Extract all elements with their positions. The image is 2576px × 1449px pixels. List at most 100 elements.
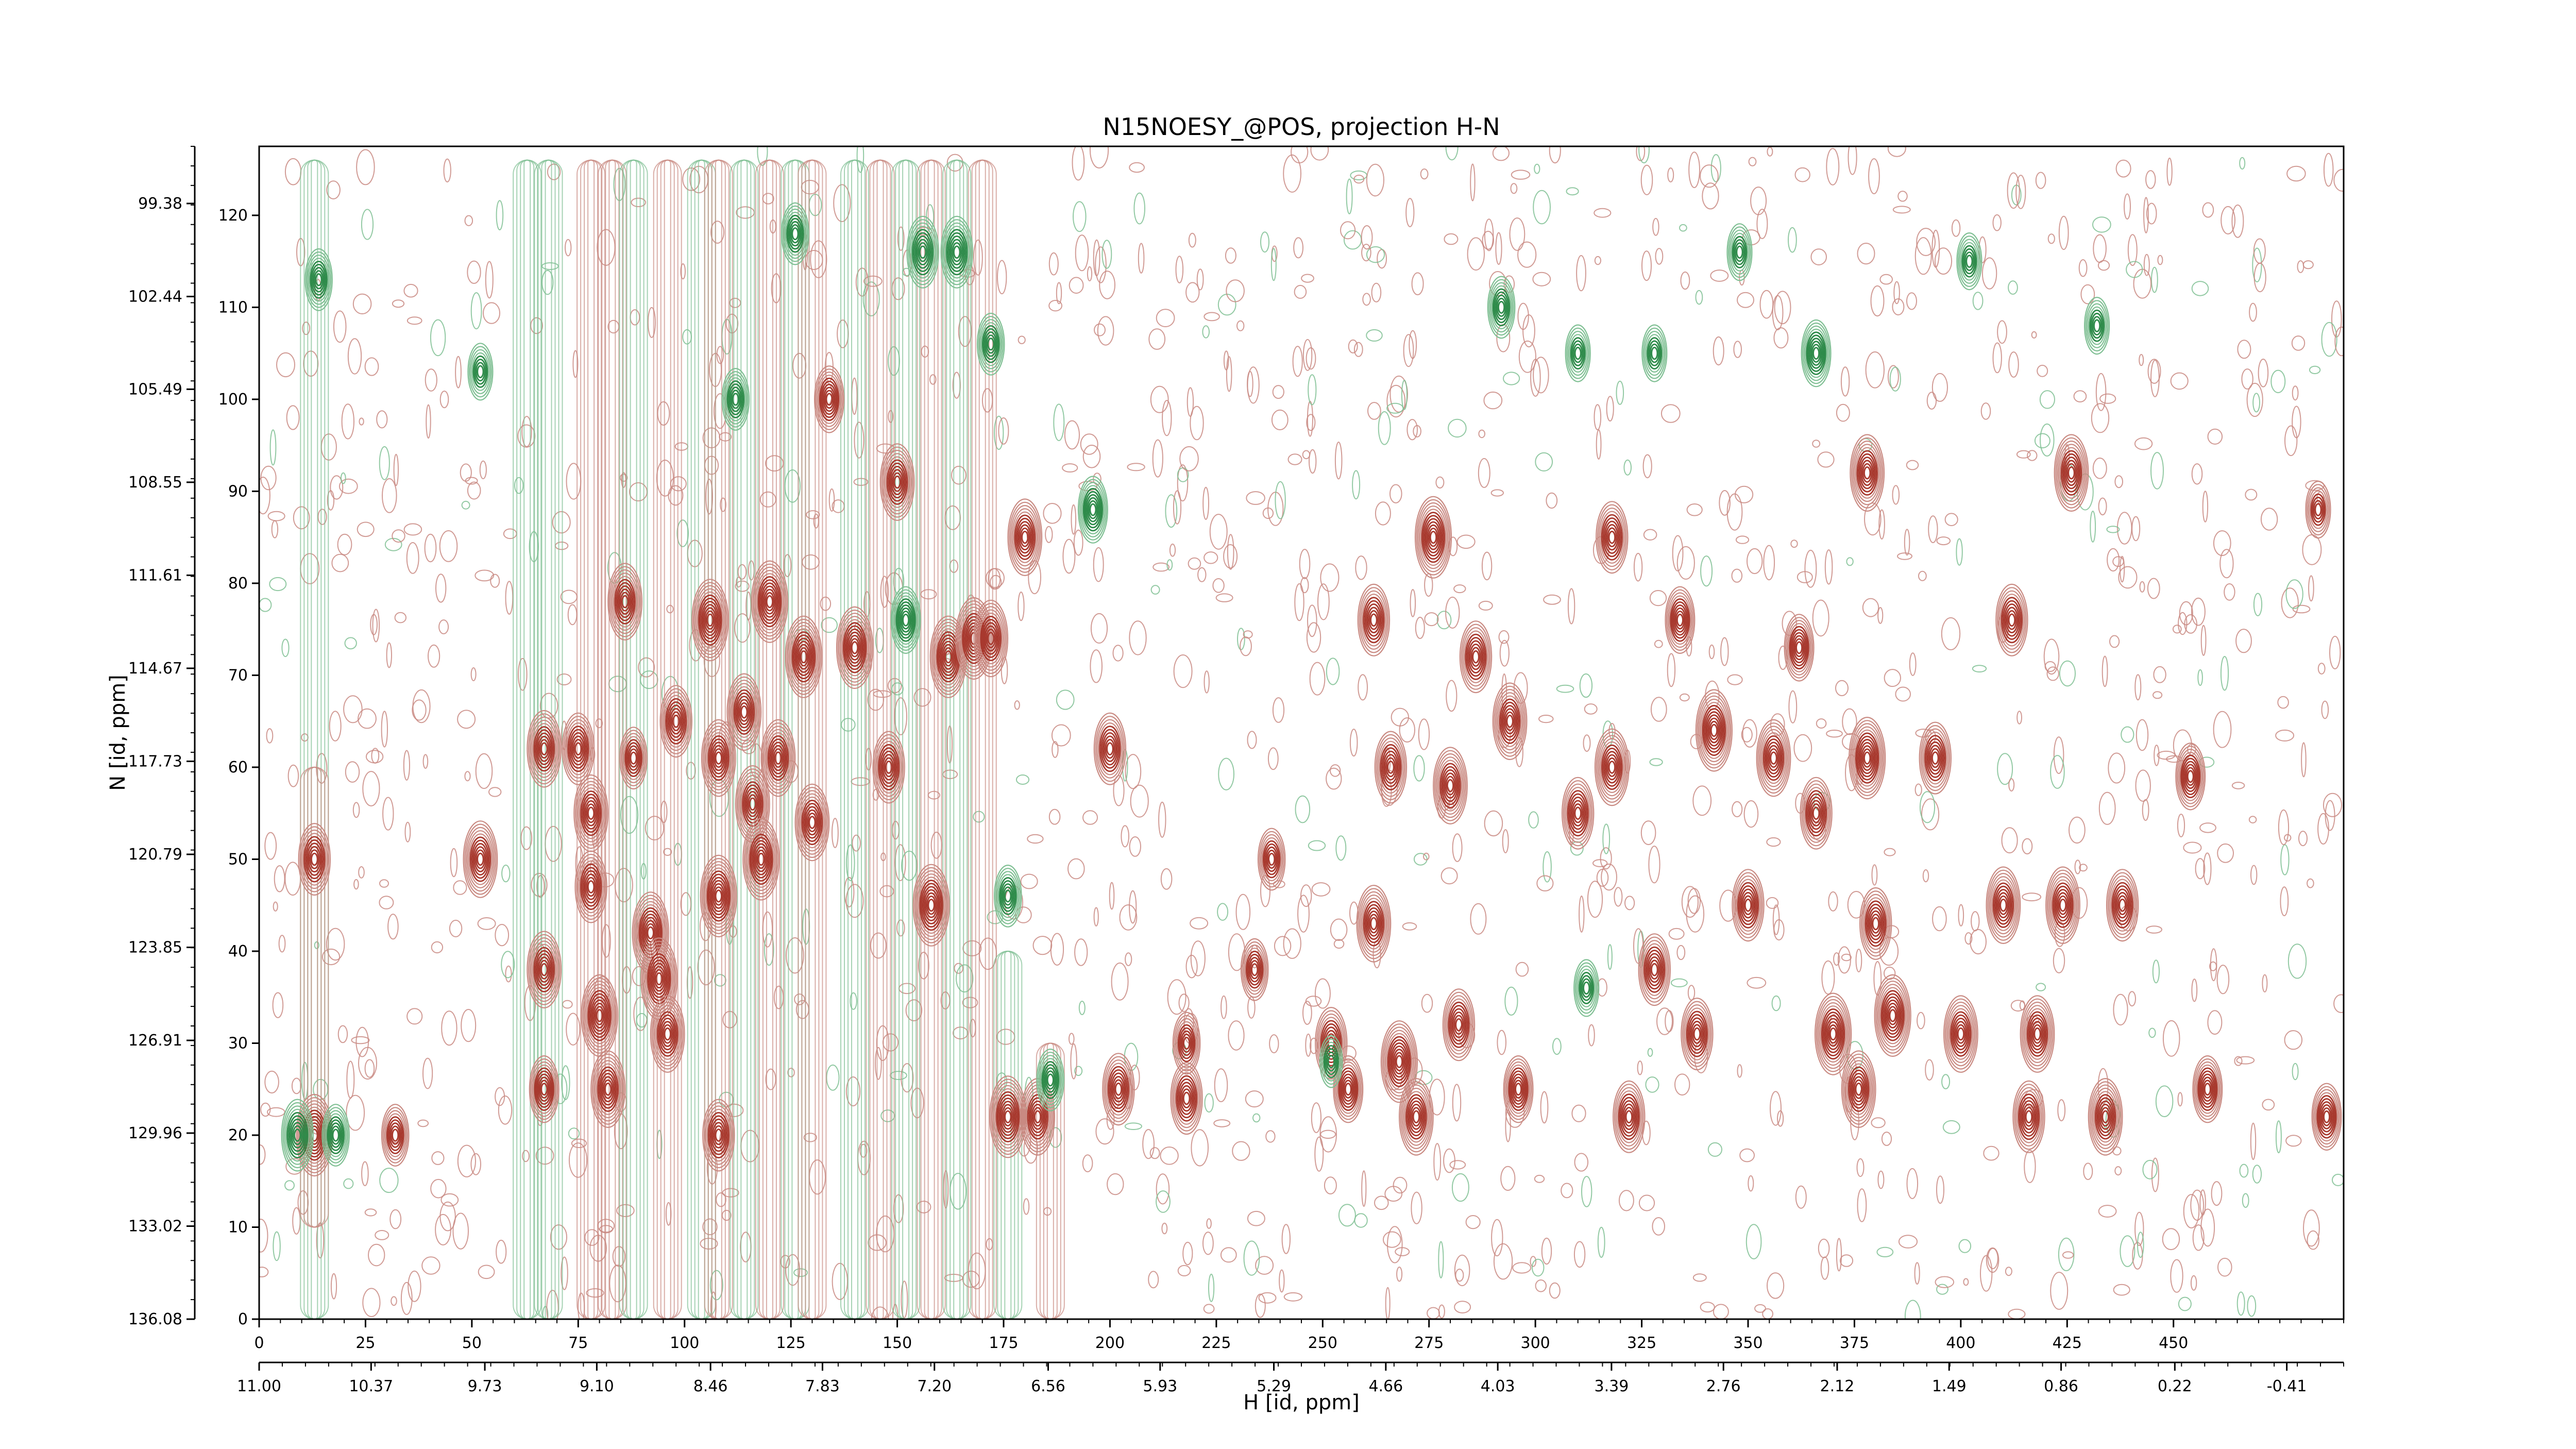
peak-ring [389, 1122, 402, 1148]
noise-contour [1306, 347, 1316, 370]
peak-ring [1995, 889, 2011, 922]
noise-contour [1185, 282, 1200, 303]
peak-ring [1789, 626, 1809, 670]
peak-ring [1085, 494, 1100, 526]
peak-ring [468, 346, 492, 398]
noise-contour [1484, 218, 1494, 251]
noise-contour [2134, 674, 2142, 701]
peak-ring [1179, 1027, 1194, 1059]
peak-ring [1841, 1050, 1876, 1128]
noise-contour [361, 209, 374, 240]
noise-contour [1543, 851, 1552, 883]
peak-ring [1992, 882, 2014, 928]
noise-contour [1452, 833, 1463, 862]
noise-contour [1283, 154, 1302, 193]
peak-ring [1646, 953, 1663, 986]
peak-ring [1999, 898, 2007, 912]
noise-contour [1209, 514, 1228, 550]
noise-contour [2190, 1275, 2197, 1291]
peak-ring [1498, 695, 1522, 747]
noise-contour [477, 917, 496, 930]
noise-contour [2005, 1267, 2012, 1276]
peak-ring [986, 334, 996, 354]
peak-ring [576, 781, 606, 846]
peak-ring [532, 943, 556, 996]
noise-contour [1533, 357, 1549, 394]
noise-contour [1667, 653, 1676, 687]
noise-contour [2142, 799, 2149, 821]
peak-ring [1998, 590, 2026, 650]
peak-ring [1790, 629, 1808, 667]
peak-ring [1760, 729, 1787, 787]
peak-ring [979, 612, 1003, 665]
peak-ring [1079, 479, 1107, 541]
peak-ring [836, 606, 874, 689]
noise-contour [317, 509, 327, 525]
peak-ring [759, 579, 781, 624]
peak-ring [799, 647, 809, 667]
noise-contour [2275, 729, 2295, 742]
peak-ring [2111, 882, 2133, 929]
peak-ring [1031, 1104, 1044, 1130]
noise-contour [1272, 697, 1285, 723]
peak-ring [1887, 1006, 1898, 1025]
peak-ring [710, 880, 726, 913]
noise-contour [1449, 1160, 1466, 1170]
peak-ring [1784, 614, 1815, 682]
noise-contour [1748, 157, 1757, 166]
x-ppm-tick-label: 9.10 [580, 1377, 614, 1395]
noise-contour [1817, 451, 1835, 468]
noise-contour [1043, 503, 1062, 524]
noise-contour [710, 1291, 717, 1319]
peak-ring [950, 239, 963, 265]
peak-ring [1922, 728, 1949, 788]
noise-contour [2126, 261, 2143, 278]
peak-ring [1449, 1005, 1468, 1045]
noise-contour [1409, 330, 1417, 359]
peak-ring [587, 990, 612, 1041]
peak-contour [1356, 885, 1392, 963]
noise-contour [1338, 1204, 1356, 1227]
peak-ring [799, 793, 826, 852]
peak-ring [646, 950, 672, 1007]
noise-contour [1581, 1176, 1592, 1207]
peak-ring [1957, 235, 1981, 288]
noise-contour [1438, 1241, 1444, 1278]
noise-contour [1919, 791, 1936, 823]
noise-contour [2162, 1228, 2180, 1251]
peak-ring [1957, 1027, 1964, 1041]
peak-ring [706, 1108, 731, 1162]
noise-contour [1512, 1262, 1532, 1274]
noise-contour [1500, 1166, 1516, 1191]
peak-ring [315, 273, 323, 287]
peak-contour [872, 731, 905, 804]
peak-ring [2055, 437, 2088, 509]
peak-ring [2022, 1103, 2036, 1130]
noise-contour [1695, 290, 1703, 305]
noise-contour [522, 1150, 530, 1162]
peak-ring [627, 745, 640, 771]
y-ppm-tick-label: 129.96 [128, 1124, 182, 1142]
noise-contour [2073, 390, 2087, 402]
peak-ring [1259, 831, 1284, 888]
peak-ring [1598, 508, 1625, 567]
noise-contour [384, 537, 402, 551]
noise-contour [1071, 504, 1077, 535]
noise-contour [2297, 260, 2304, 273]
peak-ring [1602, 748, 1621, 787]
peak-ring [726, 673, 762, 751]
noise-contour [2008, 280, 2018, 295]
noise-contour [2050, 1272, 2069, 1310]
peak-ring [974, 602, 1007, 674]
peak-ring [650, 959, 668, 998]
peak-ring [1577, 968, 1596, 1007]
peak-ring [1363, 901, 1385, 947]
noise-contour [1387, 1226, 1403, 1263]
noise-contour [1515, 962, 1529, 977]
noise-contour [710, 221, 724, 244]
peak-ring [893, 475, 901, 489]
noise-contour [2307, 1230, 2319, 1250]
noise-contour [1358, 674, 1368, 701]
peak-ring [791, 631, 816, 683]
peak-ring [1819, 1002, 1848, 1066]
